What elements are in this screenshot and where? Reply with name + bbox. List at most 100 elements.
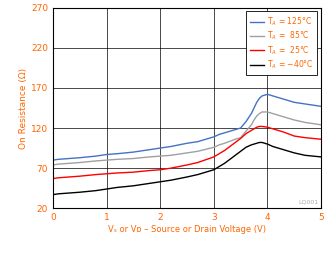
T$_A$ =  25°C <box>239 137 243 140</box>
T$_A$ =  25°C <box>212 155 216 158</box>
Line: T$_A$ =  25°C: T$_A$ = 25°C <box>53 126 321 179</box>
T$_A$ = −40°C <box>158 180 162 183</box>
T$_A$ = −40°C <box>252 142 256 146</box>
T$_A$ = −40°C <box>319 155 323 158</box>
T$_A$ =  25°C <box>196 161 200 164</box>
T$_A$ =  85°C <box>158 155 162 158</box>
T$_A$ =  25°C <box>265 126 269 129</box>
T$_A$ =  85°C <box>292 118 296 121</box>
Legend: T$_A$ = 125°C, T$_A$ =  85°C, T$_A$ =  25°C, T$_A$ = −40°C: T$_A$ = 125°C, T$_A$ = 85°C, T$_A$ = 25°… <box>246 11 317 75</box>
T$_A$ =  25°C <box>252 127 256 130</box>
T$_A$ = −40°C <box>185 176 189 179</box>
T$_A$ = 125°C <box>94 155 98 158</box>
T$_A$ =  85°C <box>78 161 82 164</box>
T$_A$ =  85°C <box>148 155 152 158</box>
T$_A$ = −40°C <box>217 165 221 168</box>
T$_A$ = 125°C <box>115 152 119 155</box>
T$_A$ =  85°C <box>169 154 173 157</box>
T$_A$ = −40°C <box>169 179 173 182</box>
T$_A$ =  85°C <box>252 118 256 121</box>
T$_A$ = 125°C <box>258 97 261 100</box>
T$_A$ = 125°C <box>239 126 243 130</box>
T$_A$ = −40°C <box>67 192 71 195</box>
T$_A$ =  25°C <box>78 175 82 178</box>
T$_A$ =  25°C <box>292 135 296 138</box>
T$_A$ = 125°C <box>56 158 60 161</box>
T$_A$ =  25°C <box>105 172 109 175</box>
T$_A$ = −40°C <box>260 141 264 144</box>
T$_A$ = −40°C <box>212 168 216 171</box>
T$_A$ = 125°C <box>282 98 286 101</box>
T$_A$ = −40°C <box>56 192 60 195</box>
T$_A$ = 125°C <box>51 158 55 162</box>
T$_A$ = 125°C <box>252 106 256 109</box>
T$_A$ = 125°C <box>185 142 189 145</box>
T$_A$ = 125°C <box>233 128 237 131</box>
T$_A$ =  85°C <box>217 143 221 146</box>
T$_A$ =  85°C <box>303 121 307 124</box>
T$_A$ = −40°C <box>239 150 243 153</box>
T$_A$ = 125°C <box>67 157 71 160</box>
T$_A$ = −40°C <box>233 154 237 157</box>
T$_A$ =  25°C <box>271 127 275 130</box>
T$_A$ =  85°C <box>249 123 253 126</box>
T$_A$ =  85°C <box>67 162 71 165</box>
T$_A$ =  25°C <box>276 129 280 132</box>
T$_A$ = −40°C <box>51 193 55 196</box>
Line: T$_A$ =  85°C: T$_A$ = 85°C <box>53 112 321 165</box>
T$_A$ =  85°C <box>258 112 261 115</box>
T$_A$ = 125°C <box>260 94 264 98</box>
T$_A$ = 125°C <box>105 153 109 156</box>
T$_A$ =  85°C <box>282 115 286 118</box>
T$_A$ =  85°C <box>115 158 119 161</box>
T$_A$ = 125°C <box>131 151 135 154</box>
T$_A$ = −40°C <box>265 142 269 146</box>
T$_A$ = −40°C <box>244 146 248 149</box>
T$_A$ = −40°C <box>255 142 259 145</box>
T$_A$ = 125°C <box>276 96 280 99</box>
T$_A$ =  25°C <box>258 125 261 128</box>
T$_A$ =  25°C <box>282 131 286 134</box>
T$_A$ =  85°C <box>105 158 109 162</box>
T$_A$ =  85°C <box>239 136 243 139</box>
T$_A$ = −40°C <box>271 145 275 148</box>
T$_A$ = 125°C <box>78 156 82 159</box>
T$_A$ = 125°C <box>148 148 152 151</box>
T$_A$ = 125°C <box>169 145 173 148</box>
T$_A$ = −40°C <box>249 143 253 146</box>
T$_A$ =  25°C <box>158 168 162 171</box>
T$_A$ =  25°C <box>233 141 237 144</box>
T$_A$ = 125°C <box>196 140 200 143</box>
T$_A$ =  85°C <box>185 151 189 154</box>
T$_A$ =  25°C <box>303 136 307 139</box>
T$_A$ =  25°C <box>94 173 98 176</box>
T$_A$ = 125°C <box>292 101 296 104</box>
T$_A$ =  85°C <box>212 146 216 149</box>
T$_A$ = 125°C <box>255 101 259 104</box>
T$_A$ =  25°C <box>244 132 248 135</box>
T$_A$ =  85°C <box>255 115 259 118</box>
T$_A$ = −40°C <box>148 182 152 185</box>
T$_A$ =  25°C <box>222 149 226 152</box>
T$_A$ = 125°C <box>265 93 269 96</box>
T$_A$ = −40°C <box>115 186 119 189</box>
T$_A$ =  85°C <box>265 110 269 114</box>
T$_A$ =  85°C <box>56 163 60 166</box>
Line: T$_A$ = 125°C: T$_A$ = 125°C <box>53 94 321 160</box>
T$_A$ = −40°C <box>94 189 98 192</box>
T$_A$ = 125°C <box>303 102 307 105</box>
T$_A$ =  25°C <box>255 126 259 129</box>
T$_A$ = −40°C <box>105 187 109 190</box>
T$_A$ =  25°C <box>148 169 152 172</box>
T$_A$ = 125°C <box>249 112 253 115</box>
T$_A$ = 125°C <box>212 135 216 138</box>
T$_A$ =  85°C <box>319 123 323 126</box>
T$_A$ = 125°C <box>244 120 248 123</box>
T$_A$ =  85°C <box>94 160 98 163</box>
T$_A$ =  25°C <box>51 177 55 180</box>
T$_A$ =  85°C <box>222 142 226 145</box>
T$_A$ =  25°C <box>319 138 323 141</box>
T$_A$ =  25°C <box>115 171 119 174</box>
T$_A$ = −40°C <box>276 147 280 150</box>
T$_A$ = −40°C <box>303 154 307 157</box>
